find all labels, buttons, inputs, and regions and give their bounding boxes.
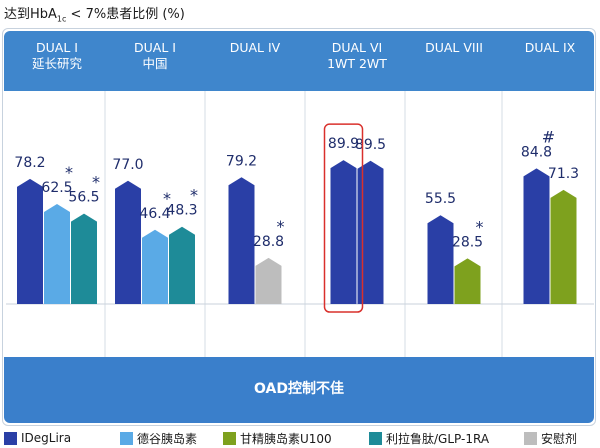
legend-swatch-placebo (524, 431, 537, 445)
bar (523, 168, 550, 304)
significance-marker: * (92, 173, 100, 192)
data-label: 55.5 (425, 191, 456, 207)
legend-label-degludec: 德谷胰岛素 (137, 431, 198, 446)
bar (169, 226, 195, 304)
legend-label-idegLira: IDegLira (21, 431, 72, 445)
legend-swatch-idegLira (4, 431, 17, 445)
data-label: 89.5 (355, 137, 386, 153)
data-label: 48.3 (166, 203, 197, 219)
footer-band (4, 357, 594, 423)
legend-swatch-glp1 (369, 431, 382, 445)
bar (228, 177, 255, 304)
data-label: 28.8 (253, 234, 284, 250)
data-label: 79.2 (226, 153, 257, 169)
bar (115, 180, 141, 304)
bar (142, 229, 168, 304)
study-label-dual-i-china: DUAL I 中国 (134, 40, 176, 71)
study-label-dual-iv: DUAL IV (229, 40, 281, 55)
bar (44, 204, 70, 304)
significance-marker: * (277, 217, 285, 236)
data-label: 46.4 (139, 206, 170, 222)
bar (454, 258, 481, 304)
legend-label-placebo: 安慰剂 (541, 431, 578, 446)
significance-marker: * (190, 186, 198, 205)
bar (357, 160, 384, 304)
legend-item-idegLira: IDegLira (4, 430, 71, 446)
data-label: 28.5 (452, 234, 483, 250)
legend-label-glargine: 甘精胰岛素U100 (240, 431, 332, 446)
legend-item-glp1: 利拉鲁肽/GLP-1RA (369, 430, 489, 446)
study-label-dual-vi: DUAL VI 1WT 2WT (327, 40, 387, 71)
legend-label-glp1: 利拉鲁肽/GLP-1RA (386, 431, 490, 446)
bar (427, 215, 454, 304)
footer-label: OAD控制不佳 (254, 381, 344, 397)
bar (71, 213, 97, 304)
significance-marker: * (65, 163, 73, 182)
data-label: 62.5 (41, 180, 72, 196)
legend: IDegLira 德谷胰岛素 甘精胰岛素U100 利拉鲁肽/GLP-1RA 安慰… (4, 430, 600, 446)
significance-marker: * (163, 189, 171, 208)
bar (330, 160, 357, 304)
bar (255, 257, 282, 304)
significance-marker: # (542, 127, 555, 146)
study-label-dual-viii: DUAL VIII (425, 40, 483, 55)
bar (17, 178, 43, 304)
study-label-dual-i-ext: DUAL I 延长研究 (31, 40, 82, 71)
legend-item-glargine: 甘精胰岛素U100 (223, 430, 332, 446)
data-label: 71.3 (548, 166, 579, 182)
data-label: 89.9 (328, 136, 359, 152)
data-label: 78.2 (14, 155, 45, 171)
legend-swatch-degludec (120, 431, 133, 445)
study-label-dual-ix: DUAL IX (524, 40, 576, 55)
data-label: 77.0 (112, 157, 143, 173)
significance-marker: * (476, 217, 484, 236)
legend-item-degludec: 德谷胰岛素 (120, 430, 197, 446)
legend-swatch-glargine (223, 431, 236, 445)
study-header-band (4, 31, 594, 91)
data-label: 84.8 (521, 144, 552, 160)
highlight-box (323, 123, 364, 313)
chart-title: 达到HbA1c < 7%患者比例 (%) (4, 7, 185, 24)
data-label: 56.5 (68, 190, 99, 206)
bar (550, 189, 577, 304)
legend-item-placebo: 安慰剂 (524, 430, 577, 446)
